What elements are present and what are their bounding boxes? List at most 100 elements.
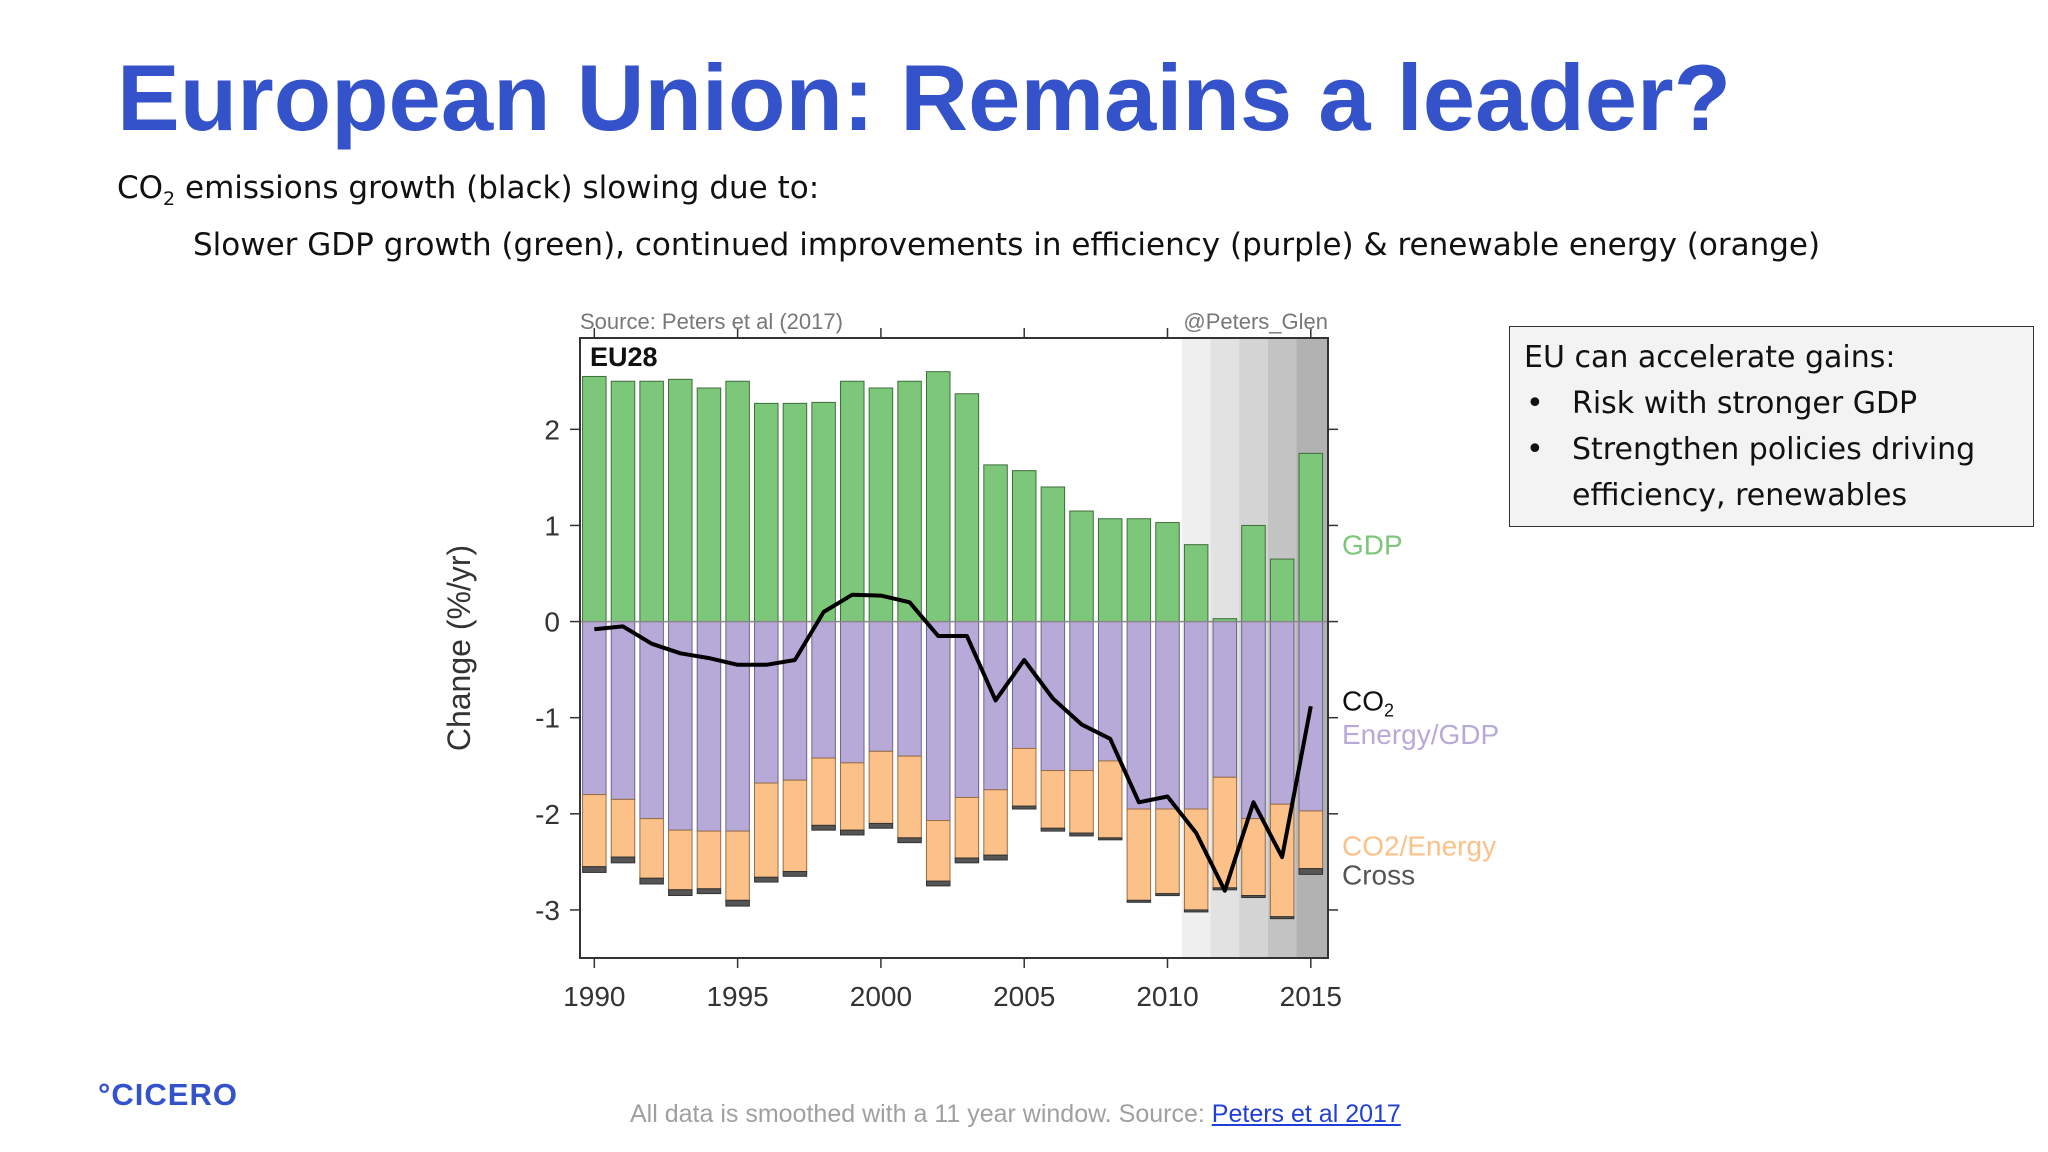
bar-gdp — [983, 464, 1008, 623]
bar-cross — [868, 822, 894, 829]
y-tick-label: 2 — [544, 414, 560, 445]
bar-energy-gdp — [1212, 621, 1238, 778]
bar-co2-energy — [983, 789, 1008, 856]
bar-cross — [1011, 805, 1037, 810]
bar-co2-energy — [610, 798, 636, 858]
bar-cross — [1069, 832, 1094, 837]
bar-cross — [610, 856, 636, 864]
bar-energy-gdp — [582, 621, 607, 796]
bar-gdp — [1241, 524, 1266, 623]
legend-cross: Cross — [1342, 859, 1415, 890]
x-tick-label: 2010 — [1136, 981, 1198, 1012]
chart-handle: @Peters_Glen — [1183, 309, 1328, 334]
bar-co2-energy — [754, 782, 779, 878]
bar-gdp — [582, 375, 607, 623]
x-tick-label: 2005 — [993, 981, 1055, 1012]
y-tick-label: 0 — [544, 607, 560, 638]
bar-co2-energy — [1097, 760, 1123, 839]
bar-gdp — [754, 402, 779, 623]
bar-cross — [811, 824, 836, 831]
bar-gdp — [897, 380, 922, 623]
bar-gdp — [954, 393, 980, 623]
bar-co2-energy — [1155, 808, 1180, 895]
bar-energy-gdp — [1241, 621, 1266, 820]
bar-gdp — [725, 380, 750, 623]
bar-cross — [1155, 893, 1180, 897]
plot-frame — [579, 337, 1329, 959]
bar-energy-gdp — [1183, 621, 1209, 810]
bar-energy-gdp — [754, 621, 779, 784]
bar-energy-gdp — [925, 621, 951, 822]
y-tick-label: -3 — [535, 895, 560, 926]
bar-gdp — [1097, 518, 1123, 623]
bar-co2-energy — [725, 830, 750, 901]
bar-energy-gdp — [725, 621, 750, 832]
bar-cross — [1126, 899, 1152, 903]
bar-cross — [983, 854, 1008, 861]
x-tick-label: 1995 — [706, 981, 768, 1012]
bar-energy-gdp — [868, 621, 894, 752]
bar-cross — [668, 889, 693, 897]
bar-cross — [1241, 895, 1266, 899]
bar-co2-energy — [840, 762, 865, 831]
bar-co2-energy — [1040, 770, 1066, 829]
x-tick-label: 2000 — [850, 981, 912, 1012]
callout-item: Strengthen policies driving efficiency, … — [1524, 427, 2019, 519]
bar-gdp — [1069, 510, 1094, 623]
bar-gdp — [1155, 522, 1180, 623]
bar-co2-energy — [1126, 808, 1152, 901]
bar-gdp — [639, 380, 664, 623]
bar-co2-energy — [782, 779, 808, 872]
subtitle-line-2: Slower GDP growth (green), continued imp… — [193, 227, 1821, 264]
bar-gdp — [1126, 518, 1152, 623]
bar-energy-gdp — [897, 621, 922, 757]
callout-item: Risk with stronger GDP — [1524, 381, 2019, 427]
bar-gdp — [610, 380, 636, 623]
bar-energy-gdp — [1155, 621, 1180, 810]
bar-energy-gdp — [954, 621, 980, 798]
bar-cross — [582, 866, 607, 873]
footer-note: All data is smoothed with a 11 year wind… — [630, 1100, 1401, 1129]
bar-co2-energy — [639, 818, 664, 879]
bar-gdp — [668, 378, 693, 623]
bar-gdp — [1011, 470, 1037, 623]
bar-gdp — [868, 387, 894, 623]
bar-cross — [696, 888, 722, 895]
bar-gdp — [696, 387, 722, 623]
source-link[interactable]: Peters et al 2017 — [1211, 1100, 1401, 1128]
bar-cross — [897, 837, 922, 844]
legend-energy-gdp: Energy/GDP — [1342, 719, 1499, 750]
cicero-logo: °CICERO — [98, 1077, 238, 1112]
co2-line — [594, 592, 1313, 893]
slide-subtitle: CO2 emissions growth (black) slowing due… — [117, 165, 1820, 268]
bar-energy-gdp — [811, 621, 836, 759]
bar-gdp — [1040, 486, 1066, 623]
bar-gdp — [782, 402, 808, 623]
subtitle-line-1-rest: emissions growth (black) slowing due to: — [175, 170, 820, 206]
bar-co2-energy — [696, 830, 722, 890]
x-tick-label: 2015 — [1280, 981, 1342, 1012]
subtitle-co2-subscript: 2 — [163, 188, 176, 211]
bar-cross — [925, 880, 951, 887]
bar-co2-energy — [897, 755, 922, 839]
bar-energy-gdp — [696, 621, 722, 832]
subtitle-co2-text: CO — [117, 170, 164, 206]
bar-cross — [1097, 837, 1123, 841]
bar-gdp — [1183, 544, 1209, 623]
bar-co2-energy — [1298, 810, 1324, 870]
bar-co2-energy — [954, 796, 980, 859]
bar-gdp — [1298, 452, 1324, 623]
bar-cross — [1298, 868, 1324, 875]
bar-cross — [782, 870, 808, 877]
bar-co2-energy — [668, 829, 693, 891]
callout-box: EU can accelerate gains: Risk with stron… — [1509, 326, 2034, 527]
bar-energy-gdp — [1069, 621, 1094, 772]
bar-gdp — [811, 401, 836, 623]
bar-gdp — [1269, 558, 1295, 623]
legend-co2: CO2 — [1342, 685, 1394, 720]
bar-cross — [1040, 827, 1066, 832]
decomposition-chart: -3 -2 -1 0 1 2 1990 1995 2000 2005 2010 2015 Change … — [441, 309, 1499, 1012]
bar-cross — [1183, 909, 1209, 913]
bar-cross — [754, 876, 779, 883]
bar-co2-energy — [811, 757, 836, 826]
